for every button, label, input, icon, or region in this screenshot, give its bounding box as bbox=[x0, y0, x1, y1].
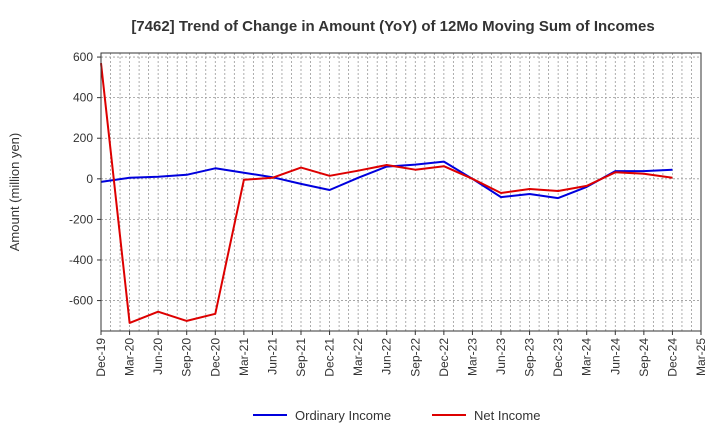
x-tick-label: Sep-22 bbox=[408, 338, 422, 377]
y-tick-label: 600 bbox=[73, 50, 93, 64]
series-line-1 bbox=[100, 62, 673, 324]
y-tick-label: -600 bbox=[69, 294, 93, 308]
y-tick-label: 400 bbox=[73, 91, 93, 105]
x-tick-label: Mar-25 bbox=[694, 338, 708, 376]
plot-area bbox=[101, 53, 701, 331]
y-tick-label: -400 bbox=[69, 253, 93, 267]
x-tick-label: Mar-24 bbox=[580, 338, 594, 376]
x-tick-label: Jun-22 bbox=[380, 338, 394, 375]
x-tick-label: Jun-21 bbox=[265, 338, 279, 375]
y-tick-label: 0 bbox=[86, 172, 93, 186]
x-tick-label: Sep-21 bbox=[294, 338, 308, 377]
x-tick-label: Sep-24 bbox=[637, 338, 651, 377]
plot-frame bbox=[100, 52, 702, 332]
y-axis: 600 400 200 0 -200 -400 -600 bbox=[69, 50, 101, 308]
legend-label-1: Net Income bbox=[474, 408, 540, 423]
series-group bbox=[100, 62, 673, 324]
x-tick-label: Mar-20 bbox=[123, 338, 137, 376]
x-tick-label: Jun-20 bbox=[151, 338, 165, 375]
x-tick-label: Dec-23 bbox=[551, 338, 565, 377]
grid bbox=[101, 53, 701, 331]
y-axis-label: Amount (million yen) bbox=[7, 133, 22, 252]
x-tick-label: Mar-22 bbox=[351, 338, 365, 376]
x-axis: Dec-19 Mar-20 Jun-20 Sep-20 Dec-20 Mar-21 Jun-… bbox=[94, 331, 708, 377]
x-tick-label: Dec-20 bbox=[208, 338, 222, 377]
y-tick-label: 200 bbox=[73, 131, 93, 145]
x-tick-label: Dec-21 bbox=[323, 338, 337, 377]
chart-title: [7462] Trend of Change in Amount (YoY) o… bbox=[131, 18, 654, 35]
series-line-0 bbox=[100, 160, 673, 200]
x-tick-label: Dec-19 bbox=[94, 338, 108, 377]
x-tick-label: Sep-23 bbox=[523, 338, 537, 377]
x-tick-label: Mar-23 bbox=[465, 338, 479, 376]
y-tick-label: -200 bbox=[69, 212, 93, 226]
x-tick-label: Dec-22 bbox=[437, 338, 451, 377]
x-tick-label: Mar-21 bbox=[237, 338, 251, 376]
x-tick-label: Jun-24 bbox=[608, 338, 622, 375]
legend-label-0: Ordinary Income bbox=[295, 408, 391, 423]
x-tick-label: Jun-23 bbox=[494, 338, 508, 375]
legend: Ordinary Income Net Income bbox=[253, 408, 540, 423]
x-tick-label: Sep-20 bbox=[180, 338, 194, 377]
x-tick-label: Dec-24 bbox=[665, 338, 679, 377]
